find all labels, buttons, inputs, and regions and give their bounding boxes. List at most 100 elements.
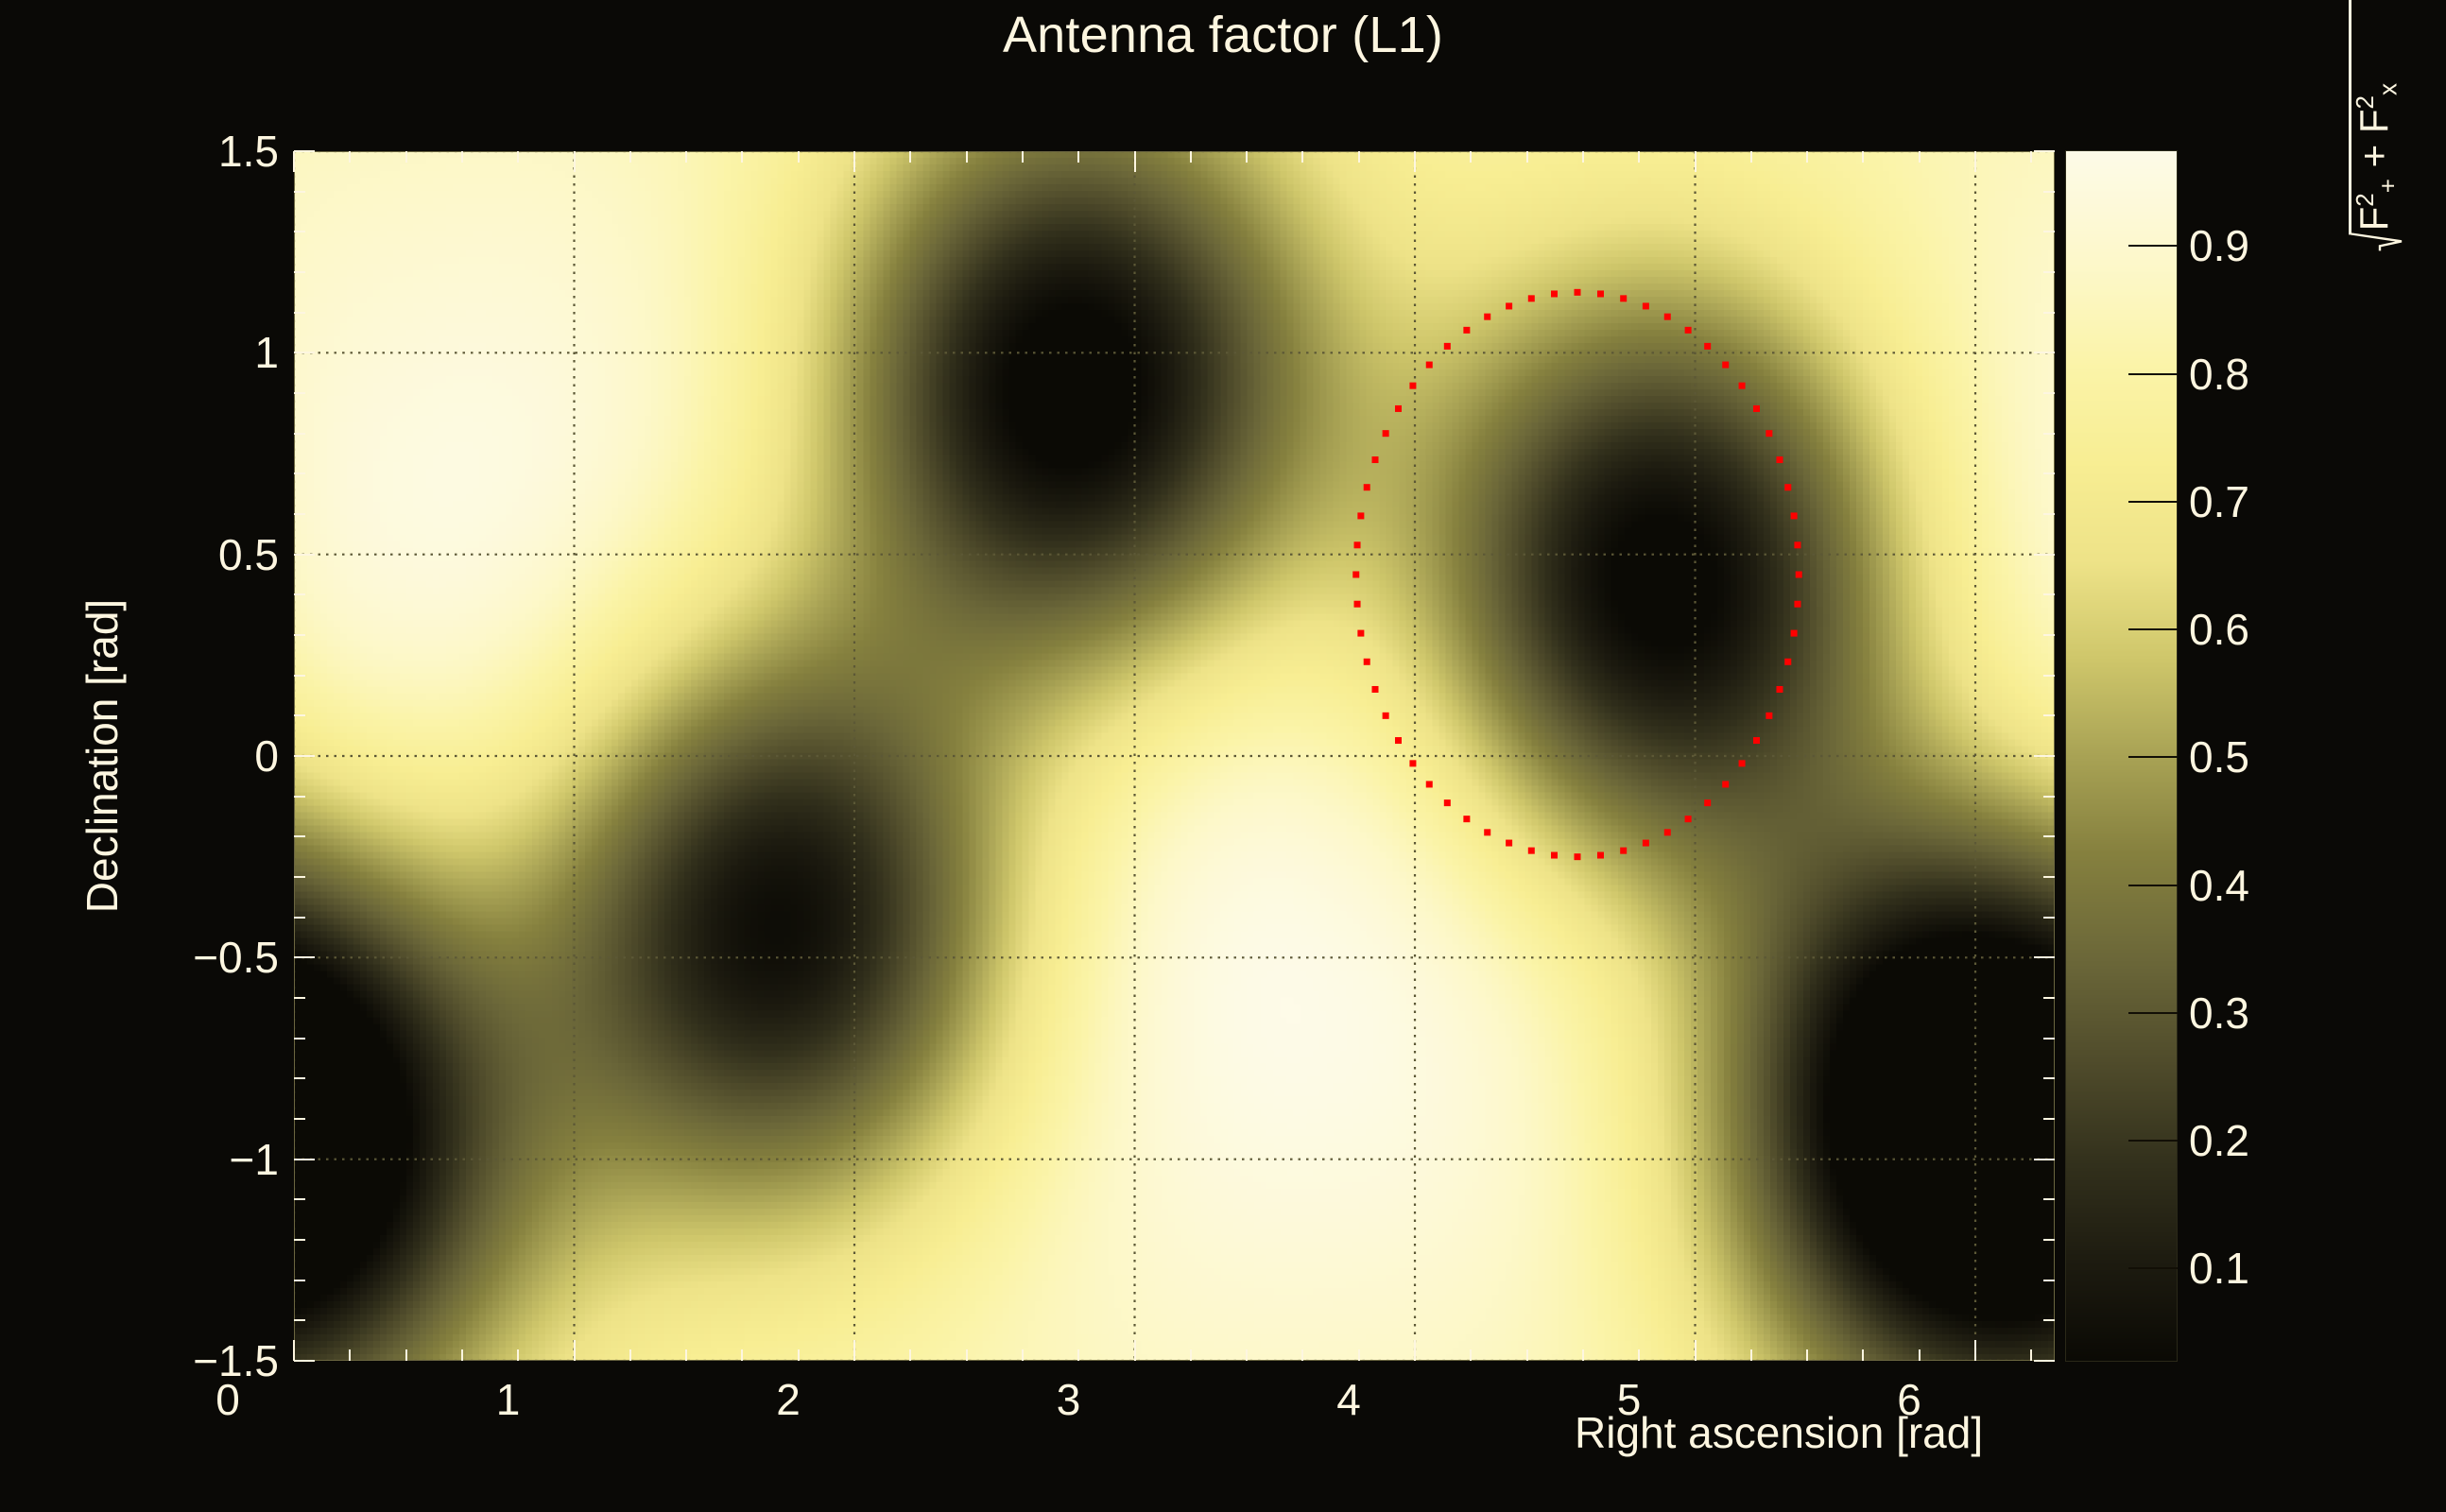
y-tick-minor [294,835,305,838]
x-tick-label-3: 3 [1056,1375,1081,1424]
x-tick-minor-top [741,151,744,163]
radical-icon [2350,232,2403,251]
x-tick-minor [1246,1349,1249,1361]
x-tick-minor-top [1638,151,1641,163]
x-tick-minor [2030,1349,2033,1361]
y-tick-minor [294,1037,305,1040]
colorbar-tick-0 [2128,245,2178,248]
y-tick-minor [294,513,305,515]
y-tick-label-1: 1 [254,328,279,378]
heatmap-plot-area[interactable] [294,151,2055,1361]
y-axis-title: Declination [rad] [78,598,127,914]
x-tick-minor-top [517,151,520,163]
y-tick-major [294,755,315,757]
x-tick-major [293,1340,295,1361]
x-tick-minor [1581,1349,1584,1361]
y-tick-major [294,956,315,959]
f-plus-subscript: + [2373,179,2403,194]
x-tick-minor-top [1021,151,1024,163]
x-tick-minor-top [1077,151,1080,163]
plus-operator: + [2351,144,2396,168]
y-tick-minor-right [2043,835,2055,838]
radical-bar [2349,0,2351,235]
y-tick-minor-right [2043,472,2055,475]
y-tick-minor-right [2043,1239,2055,1241]
y-tick-minor [294,271,305,273]
x-tick-minor [460,1349,463,1361]
x-tick-label-2: 2 [776,1375,801,1424]
x-tick-minor [685,1349,688,1361]
y-tick-label-3: 0 [254,731,279,781]
y-tick-minor-right [2043,513,2055,515]
y-tick-minor-right [2043,795,2055,798]
x-tick-label-4: 4 [1336,1375,1361,1424]
x-tick-minor [1077,1349,1080,1361]
y-tick-major-right [2034,1360,2055,1362]
y-tick-major [294,352,315,354]
x-tick-minor [1918,1349,1921,1361]
y-tick-minor [294,1198,305,1201]
y-tick-minor-right [2043,593,2055,596]
x-tick-minor-top [460,151,463,163]
y-tick-minor [294,674,305,677]
x-tick-label-1: 1 [495,1375,521,1424]
y-tick-minor [294,634,305,636]
x-tick-minor-top [1246,151,1249,163]
y-tick-minor-right [2043,231,2055,233]
f-cross-symbol: F [2351,109,2396,134]
y-tick-minor [294,392,305,394]
x-tick-label-5: 5 [1616,1375,1642,1424]
colorbar-tick-label-5: 0.4 [2189,860,2249,910]
x-tick-minor-top [629,151,631,163]
f-plus-symbol: F [2351,206,2396,232]
y-tick-label-5: −1 [229,1134,279,1184]
y-tick-minor-right [2043,634,2055,636]
x-tick-minor-top [1470,151,1473,163]
x-tick-label-0: 0 [215,1375,240,1424]
x-tick-minor [1021,1349,1024,1361]
y-tick-minor [294,1077,305,1080]
x-tick-minor [909,1349,912,1361]
x-tick-major-top [1133,151,1136,172]
y-tick-minor-right [2043,392,2055,394]
y-tick-label-2: 0.5 [218,529,279,579]
y-tick-minor-right [2043,1279,2055,1281]
colorbar-tick-label-1: 0.8 [2189,349,2249,399]
x-tick-minor-top [1749,151,1752,163]
colorbar-tick-5 [2128,884,2178,886]
x-tick-minor [1806,1349,1809,1361]
colorbar-tick-1 [2128,372,2178,375]
y-tick-minor-right [2043,432,2055,435]
x-tick-minor [1301,1349,1304,1361]
colorbar-tick-label-7: 0.2 [2189,1116,2249,1166]
y-tick-minor [294,472,305,475]
y-tick-minor-right [2043,1037,2055,1040]
x-tick-minor [965,1349,968,1361]
y-tick-minor [294,311,305,314]
colorbar-tick-label-0: 0.9 [2189,221,2249,271]
x-tick-label-6: 6 [1897,1375,1921,1424]
colorbar-tick-label-6: 0.3 [2189,988,2249,1038]
x-tick-minor [741,1349,744,1361]
x-tick-minor-top [1918,151,1921,163]
x-tick-minor [1470,1349,1473,1361]
x-tick-minor-top [1525,151,1528,163]
y-tick-major-right [2034,1158,2055,1160]
x-tick-major-top [573,151,576,172]
y-tick-minor-right [2043,714,2055,717]
f-plus-exponent: 2 [2351,193,2379,207]
x-tick-major [1414,1340,1417,1361]
x-tick-minor-top [909,151,912,163]
x-tick-minor [629,1349,631,1361]
y-tick-minor [294,432,305,435]
y-tick-major [294,150,315,152]
x-tick-minor-top [2030,151,2033,163]
x-tick-major-top [293,151,295,172]
x-tick-major-top [1974,151,1977,172]
x-tick-minor [797,1349,800,1361]
x-tick-minor-top [797,151,800,163]
x-axis-title: Right ascension [rad] [1575,1408,1984,1457]
colorbar[interactable] [2065,150,2178,1362]
y-tick-minor-right [2043,271,2055,273]
